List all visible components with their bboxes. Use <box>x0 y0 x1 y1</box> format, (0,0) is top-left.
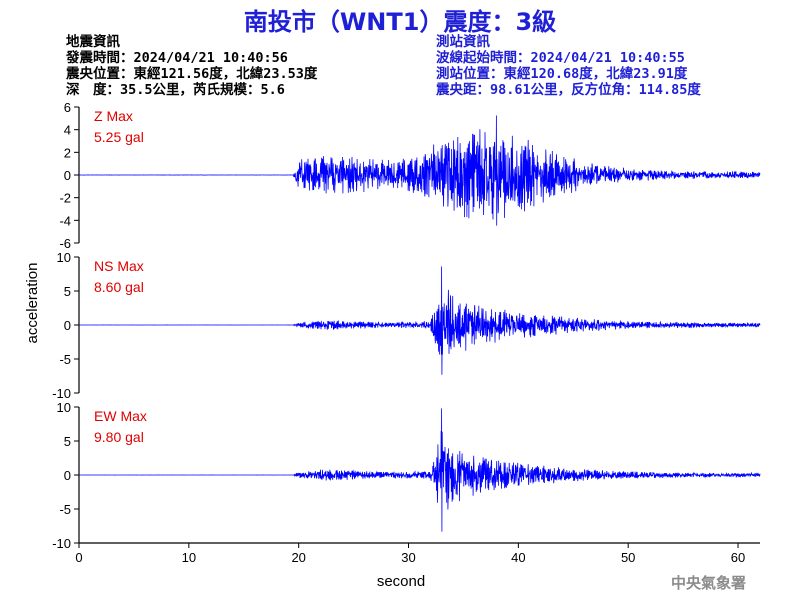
y-tick-label: -10 <box>52 536 71 551</box>
x-axis-label: second <box>377 573 425 590</box>
x-tick-label: 40 <box>511 550 525 565</box>
x-tick-label: 30 <box>401 550 415 565</box>
x-tick-label: 0 <box>75 550 82 565</box>
x-tick-label: 10 <box>182 550 196 565</box>
peak-annotation-value: 9.80 gal <box>94 429 144 445</box>
y-tick-label: -5 <box>59 352 71 367</box>
waveform-trace-ns <box>79 266 761 375</box>
agency-credit: 中央氣象署 <box>670 574 746 592</box>
station-location: 測站位置：東經120.68度，北緯23.91度 <box>436 66 688 82</box>
peak-annotation-title: Z Max <box>94 108 133 124</box>
peak-annotation-title: NS Max <box>94 258 144 274</box>
page-title: 南投市（WNT1）震度：3級 <box>243 8 557 36</box>
y-tick-label: 5 <box>64 284 71 299</box>
y-tick-label: 5 <box>64 434 71 449</box>
y-tick-label: 0 <box>64 168 71 183</box>
waveform-trace-ew <box>79 408 761 532</box>
station-info-block: 測站資訊 波線起始時間：2024/04/21 10:40:55 測站位置：東經1… <box>436 34 701 98</box>
y-tick-label: -5 <box>59 502 71 517</box>
peak-annotation-title: EW Max <box>94 408 147 424</box>
peak-annotation-value: 8.60 gal <box>94 279 144 295</box>
y-axis-label: acceleration <box>24 263 41 344</box>
event-info-block: 地震資訊 發震時間：2024/04/21 10:40:56 震央位置：東經121… <box>66 34 317 98</box>
y-tick-label: -6 <box>59 236 71 251</box>
x-tick-label: 50 <box>621 550 635 565</box>
y-tick-label: 10 <box>57 250 71 265</box>
y-tick-label: 2 <box>64 145 71 160</box>
x-tick-label: 20 <box>291 550 305 565</box>
y-tick-label: 0 <box>64 318 71 333</box>
station-onset-time: 波線起始時間：2024/04/21 10:40:55 <box>436 50 685 66</box>
peak-annotation-value: 5.25 gal <box>94 129 144 145</box>
y-tick-label: 10 <box>57 400 71 415</box>
y-tick-label: 0 <box>64 468 71 483</box>
event-info-heading: 地震資訊 <box>66 34 120 50</box>
station-distance: 震央距：98.61公里，反方位角：114.85度 <box>436 82 701 98</box>
y-tick-label: 6 <box>64 100 71 115</box>
event-origin-time: 發震時間：2024/04/21 10:40:56 <box>66 50 288 66</box>
event-depth-magnitude: 深 度：35.5公里，芮氏規模：5.6 <box>66 82 285 98</box>
station-info-heading: 測站資訊 <box>436 34 490 50</box>
waveform-trace-z <box>78 115 761 226</box>
y-tick-label: 4 <box>64 123 71 138</box>
x-tick-label: 60 <box>731 550 745 565</box>
y-tick-label: -10 <box>52 386 71 401</box>
event-epicenter: 震央位置：東經121.56度，北緯23.53度 <box>66 66 318 82</box>
y-tick-label: -4 <box>59 213 71 228</box>
y-tick-label: -2 <box>59 191 71 206</box>
